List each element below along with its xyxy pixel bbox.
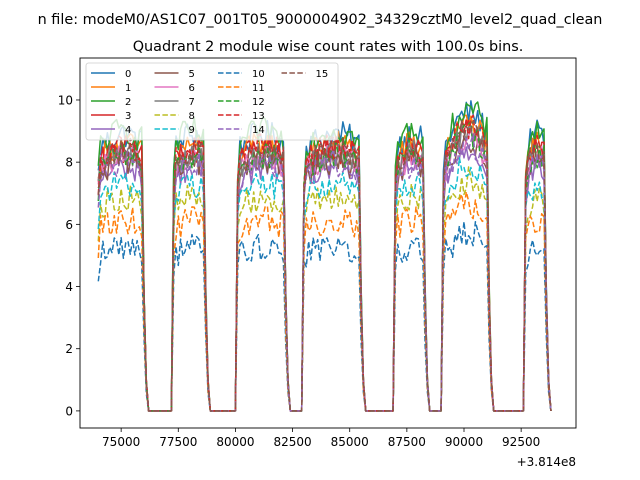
legend-label: 2 <box>125 97 131 108</box>
legend-label: 11 <box>252 83 265 94</box>
y-tick-label: 6 <box>65 218 73 232</box>
x-tick-label: 75000 <box>102 435 140 449</box>
legend-label: 6 <box>189 83 195 94</box>
legend-frame <box>85 62 339 141</box>
x-tick-label: 87500 <box>388 435 426 449</box>
chart-title: Quadrant 2 module wise count rates with … <box>133 39 524 55</box>
legend-label: 12 <box>252 97 265 108</box>
x-tick-label: 77500 <box>159 435 197 449</box>
x-tick-label: 80000 <box>216 435 254 449</box>
legend-label: 13 <box>252 111 265 122</box>
plot-frame <box>79 57 577 429</box>
y-tick-label: 0 <box>65 404 73 418</box>
x-axis: 75000 77500 80000 82500 85000 87500 90000 92500 <box>102 428 540 449</box>
y-tick-label: 10 <box>58 93 73 107</box>
legend-label: 9 <box>189 125 195 136</box>
legend-label: 0 <box>125 69 131 80</box>
legend-label: 15 <box>316 69 329 80</box>
series-line-9 <box>97 157 552 412</box>
y-tick-label: 2 <box>65 342 73 356</box>
x-tick-label: 82500 <box>273 435 311 449</box>
y-tick-label: 8 <box>65 156 73 170</box>
x-offset-label: +3.814e8 <box>517 455 576 469</box>
legend-label: 7 <box>189 97 195 108</box>
legend-label: 5 <box>189 69 195 80</box>
legend-label: 4 <box>125 125 131 136</box>
x-tick-label: 90000 <box>445 435 483 449</box>
legend-label: 3 <box>125 111 131 122</box>
legend-label: 10 <box>252 69 265 80</box>
legend-label: 8 <box>189 111 195 122</box>
y-axis: 0 2 4 6 8 10 <box>58 93 80 418</box>
x-tick-label: 92500 <box>502 435 540 449</box>
series-line-14 <box>97 133 552 412</box>
series-line-15 <box>97 119 552 412</box>
x-tick-label: 85000 <box>331 435 369 449</box>
suptitle: n file: modeM0/AS1C07_001T05_9000004902_… <box>38 12 603 28</box>
legend-label: 14 <box>252 125 265 136</box>
y-tick-label: 4 <box>65 280 73 294</box>
legend-label: 1 <box>125 83 131 94</box>
